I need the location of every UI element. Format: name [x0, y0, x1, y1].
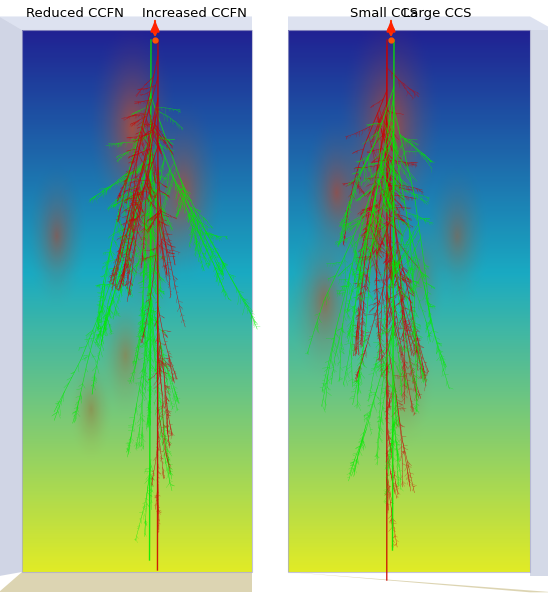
- Polygon shape: [387, 22, 395, 32]
- Text: Increased CCFN: Increased CCFN: [142, 7, 247, 20]
- Text: Reduced CCFN: Reduced CCFN: [26, 7, 124, 20]
- Polygon shape: [288, 16, 548, 30]
- Polygon shape: [0, 572, 252, 592]
- Polygon shape: [530, 30, 548, 576]
- Text: Small CCS: Small CCS: [351, 7, 419, 20]
- Text: Large CCS: Large CCS: [403, 7, 472, 20]
- Polygon shape: [151, 22, 159, 32]
- Polygon shape: [288, 572, 548, 592]
- Polygon shape: [0, 16, 252, 30]
- Polygon shape: [0, 16, 22, 576]
